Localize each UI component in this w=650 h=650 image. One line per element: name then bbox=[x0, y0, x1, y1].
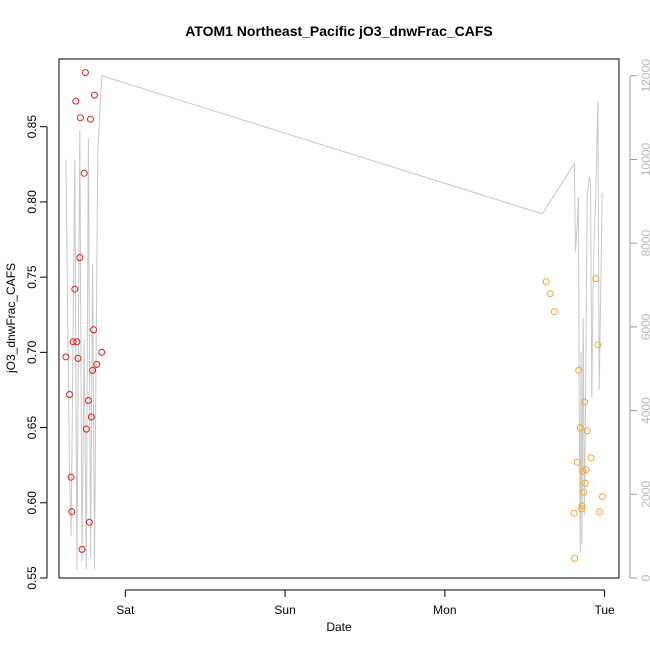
data-point bbox=[542, 278, 550, 286]
y2-tick-label: 6000 bbox=[639, 313, 650, 340]
x-axis-label: Date bbox=[326, 620, 352, 634]
data-point bbox=[87, 413, 95, 421]
data-point bbox=[570, 509, 578, 517]
data-point bbox=[66, 391, 73, 398]
y2-tick-label: 0 bbox=[639, 574, 650, 581]
x-tick-label: Mon bbox=[433, 603, 456, 617]
data-point bbox=[72, 97, 80, 105]
data-point bbox=[578, 505, 586, 513]
data-point bbox=[89, 366, 97, 374]
data-point bbox=[69, 338, 77, 346]
y-tick-label: 0.85 bbox=[25, 115, 39, 139]
data-point bbox=[91, 91, 98, 99]
data-point bbox=[98, 348, 106, 356]
data-point bbox=[596, 508, 604, 516]
data-point bbox=[578, 502, 586, 510]
chart-title: ATOM1 Northeast_Pacific jO3_dnwFrac_CAFS bbox=[185, 23, 493, 39]
data-point bbox=[583, 427, 591, 435]
data-point bbox=[598, 493, 606, 501]
series-layer bbox=[62, 69, 606, 570]
data-point bbox=[90, 326, 97, 334]
y-axis-label: jO3_dnwFrac_CAFS bbox=[4, 263, 18, 374]
data-point bbox=[573, 458, 581, 466]
series-line bbox=[65, 75, 603, 570]
x-tick-label: Tue bbox=[595, 603, 616, 617]
data-point bbox=[581, 479, 589, 487]
data-point bbox=[71, 285, 79, 293]
data-point bbox=[580, 488, 587, 496]
y-tick-label: 0.55 bbox=[25, 566, 39, 590]
data-point bbox=[546, 290, 554, 298]
data-point bbox=[76, 114, 84, 122]
y2-tick-label: 10000 bbox=[639, 142, 650, 176]
data-point bbox=[74, 354, 82, 362]
y-tick-label: 0.70 bbox=[25, 340, 39, 364]
y-tick-label: 0.75 bbox=[25, 265, 39, 289]
plot-frame bbox=[58, 58, 620, 579]
data-point bbox=[582, 466, 590, 474]
y2-tick-label: 8000 bbox=[639, 229, 650, 256]
data-point bbox=[84, 397, 92, 404]
data-point bbox=[82, 425, 90, 433]
data-point bbox=[67, 473, 75, 481]
x-tick-label: Sat bbox=[116, 603, 135, 617]
data-point bbox=[592, 275, 600, 283]
data-point bbox=[62, 353, 70, 361]
y2-tick-label: 4000 bbox=[639, 397, 650, 424]
y2-tick-label: 12000 bbox=[639, 59, 650, 93]
data-point bbox=[93, 360, 101, 368]
y-tick-label: 0.60 bbox=[25, 491, 39, 515]
data-point bbox=[78, 545, 86, 553]
y-axis: 0.55 0.60 0.65 0.70 0.75 0.80 0.85 bbox=[25, 115, 48, 590]
x-tick-label: Sun bbox=[274, 603, 295, 617]
data-point bbox=[550, 308, 558, 316]
data-point bbox=[68, 508, 76, 516]
data-point bbox=[80, 169, 88, 177]
data-point bbox=[73, 338, 81, 346]
data-point bbox=[576, 424, 584, 432]
data-point bbox=[76, 254, 84, 262]
data-point bbox=[87, 115, 94, 123]
y2-axis: 0 2000 4000 6000 8000 10000 12000 bbox=[629, 59, 650, 581]
data-point bbox=[81, 69, 89, 76]
data-point bbox=[581, 398, 589, 406]
data-point bbox=[85, 518, 93, 526]
y2-tick-label: 2000 bbox=[639, 481, 650, 508]
data-point bbox=[587, 454, 595, 462]
data-point bbox=[594, 341, 602, 349]
y-tick-label: 0.80 bbox=[25, 190, 39, 214]
y-tick-label: 0.65 bbox=[25, 416, 39, 440]
data-point bbox=[575, 366, 583, 374]
data-point bbox=[571, 554, 579, 562]
x-axis: Sat Sun Mon Tue bbox=[116, 589, 616, 617]
